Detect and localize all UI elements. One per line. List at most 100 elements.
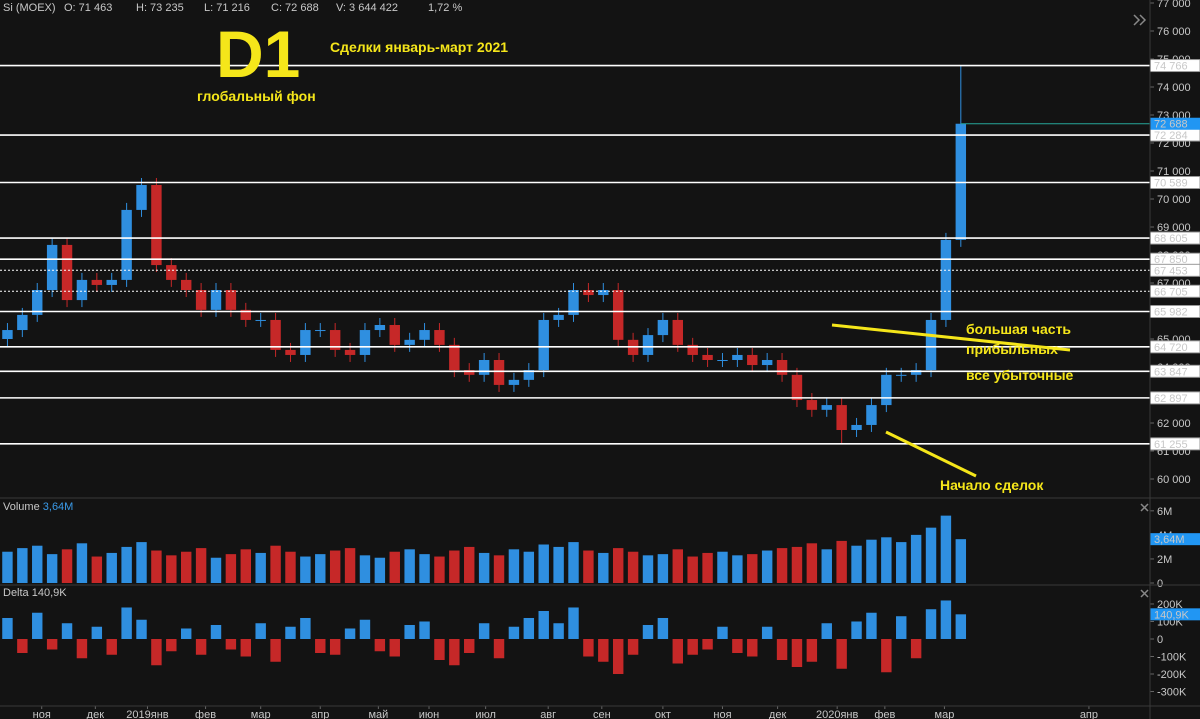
candle-body <box>419 330 430 340</box>
bar <box>285 626 296 639</box>
candle-body <box>568 289 579 315</box>
y-tick-label: 71 000 <box>1157 166 1191 178</box>
x-tick-label: дек <box>87 709 105 719</box>
bar <box>598 638 609 662</box>
bar <box>2 551 13 583</box>
x-tick-label: авг <box>540 709 556 719</box>
annotation-arrow <box>885 430 977 478</box>
x-tick-label: июл <box>475 709 496 719</box>
candle-body <box>61 244 73 301</box>
candle-body <box>2 330 13 339</box>
bar <box>180 628 192 639</box>
header-field: O: 71 463 <box>64 2 112 14</box>
bar <box>359 555 371 583</box>
current-price-label: 72 688 <box>1154 119 1188 131</box>
bar <box>583 638 594 657</box>
bar <box>851 545 862 583</box>
close-button[interactable] <box>1140 503 1149 512</box>
bar <box>240 549 252 583</box>
candle-body <box>538 319 549 371</box>
bar <box>508 549 520 583</box>
bar <box>359 619 371 639</box>
bar <box>672 549 683 583</box>
bar <box>896 542 907 583</box>
annotation: Начало сделок <box>940 477 1044 493</box>
symbol: Si (MOEX) <box>3 2 56 14</box>
x-tick-label: окт <box>655 709 671 719</box>
bar <box>896 616 907 639</box>
candle-body <box>300 330 311 355</box>
candle-body <box>46 244 58 290</box>
y-tick-label: -200K <box>1157 669 1187 681</box>
candle-body <box>761 359 773 366</box>
level-label: 64 720 <box>1154 342 1188 354</box>
candle-body <box>166 265 177 280</box>
bar <box>225 554 237 583</box>
bar <box>687 556 698 583</box>
bar <box>329 638 341 655</box>
bar <box>195 548 207 583</box>
pane-title: Volume 3,64M <box>3 501 73 513</box>
bar <box>806 543 818 583</box>
bar <box>568 607 579 639</box>
bar <box>940 515 952 583</box>
candle-body <box>255 319 266 321</box>
bar <box>627 638 639 655</box>
y-tick-label: -100K <box>1157 652 1187 664</box>
x-tick-label: фев <box>874 709 895 719</box>
candle-body <box>732 354 743 360</box>
x-tick-label: мар <box>251 709 271 719</box>
header-field: 1,72 % <box>428 2 462 14</box>
x-tick-label: май <box>368 709 388 719</box>
header-field: V: 3 644 422 <box>336 2 398 14</box>
candle-body <box>32 289 43 315</box>
y-tick-label: 77 000 <box>1157 0 1191 10</box>
bar <box>910 638 922 659</box>
bar <box>449 550 460 583</box>
bar <box>672 638 683 664</box>
candle-body <box>717 359 728 361</box>
level-label: 65 982 <box>1154 307 1188 319</box>
bar <box>553 623 564 639</box>
pane-name: Volume <box>3 501 40 513</box>
bar <box>553 546 564 583</box>
candle-body <box>464 370 475 375</box>
bar <box>747 638 758 657</box>
close-button[interactable] <box>1140 589 1149 598</box>
bar <box>866 539 877 583</box>
bar <box>121 607 132 639</box>
bar <box>464 638 475 654</box>
candle-body <box>508 379 520 385</box>
x-tick-label: 2019янв <box>126 709 169 719</box>
x-tick-label: 2020янв <box>816 709 859 719</box>
y-tick-label: 60 000 <box>1157 474 1191 486</box>
bar <box>493 638 505 659</box>
collapse-button[interactable] <box>1133 14 1147 26</box>
bar <box>344 628 356 639</box>
bar <box>478 623 490 639</box>
bar <box>955 614 967 639</box>
bar <box>732 555 743 583</box>
bar <box>419 554 430 583</box>
bar <box>300 556 311 583</box>
x-tick-label: ноя <box>33 709 51 719</box>
candle-body <box>180 279 192 290</box>
candle-body <box>225 289 237 310</box>
annotation-arrow <box>831 323 1071 352</box>
bar <box>404 624 415 639</box>
y-tick-label: 76 000 <box>1157 26 1191 38</box>
bar <box>732 638 743 654</box>
bar <box>523 551 535 583</box>
bar <box>374 638 386 652</box>
candle-body <box>642 335 654 355</box>
level-label: 67 850 <box>1154 254 1188 266</box>
bar <box>195 638 207 655</box>
candle-body <box>612 289 624 340</box>
y-tick-label: 200K <box>1157 599 1183 611</box>
candle-body <box>910 370 922 375</box>
annotation: глобальный фон <box>197 88 316 104</box>
candle-body <box>776 359 788 375</box>
annotation: большая часть <box>966 321 1071 337</box>
y-tick-label: 69 000 <box>1157 222 1191 234</box>
